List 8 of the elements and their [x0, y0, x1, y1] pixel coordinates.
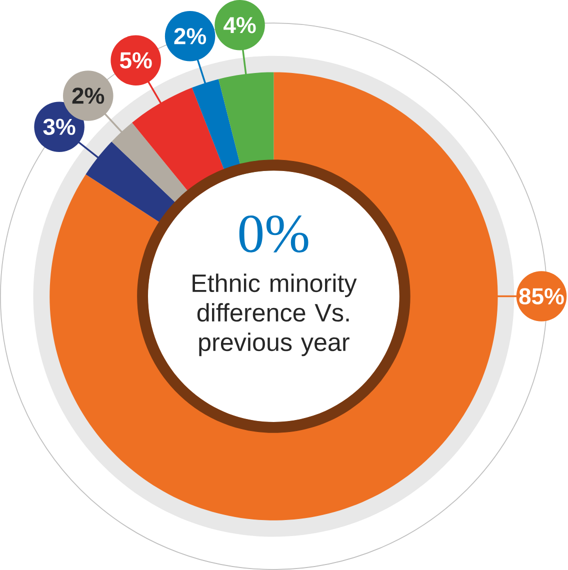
- text: Ethnic minority difference Vs. previous year: [192, 274, 357, 356]
- data-label: 5%: [120, 52, 152, 68]
- data-label: 2%: [72, 88, 104, 104]
- text: 0%: [239, 215, 308, 253]
- data-label: 3%: [43, 118, 76, 136]
- data-label: 2%: [174, 28, 206, 44]
- data-label: 4%: [224, 17, 256, 34]
- data-label: 85%: [519, 288, 564, 304]
